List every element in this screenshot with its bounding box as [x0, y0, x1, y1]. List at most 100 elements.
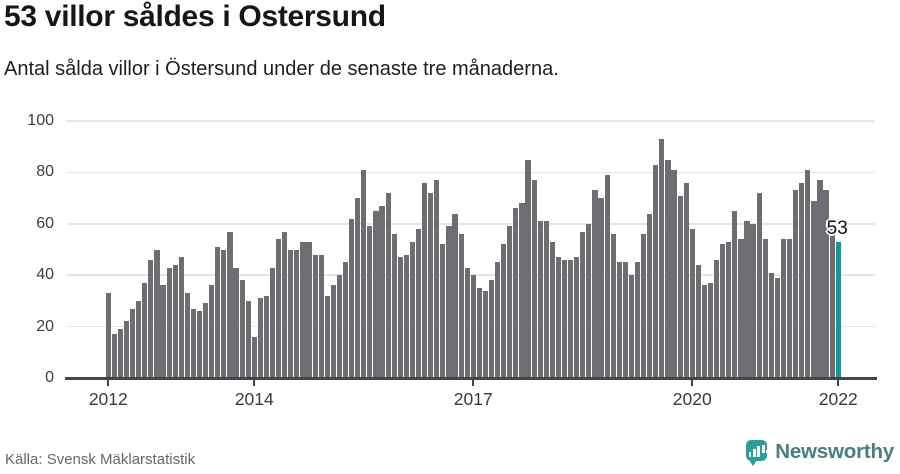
bar — [750, 223, 756, 378]
bar — [470, 275, 476, 378]
bar — [561, 259, 568, 378]
bar — [634, 262, 641, 378]
bar — [458, 234, 464, 378]
bar — [385, 192, 391, 378]
bar — [689, 228, 695, 378]
bar — [318, 254, 324, 378]
bar — [136, 300, 142, 378]
gridline-60 — [67, 223, 875, 225]
bar — [799, 182, 805, 378]
x-axis-line — [65, 376, 877, 380]
bar — [701, 285, 708, 378]
bar — [422, 182, 428, 378]
x-tick-2014 — [253, 379, 256, 386]
bar — [355, 198, 361, 378]
bar — [549, 241, 555, 378]
bar — [105, 293, 111, 378]
bar — [464, 267, 470, 378]
bar — [501, 244, 507, 378]
newsworthy-wordmark: Newsworthy — [775, 440, 894, 463]
bar — [738, 239, 744, 378]
bar — [507, 226, 513, 378]
bar — [312, 254, 318, 378]
bar — [154, 249, 160, 378]
bar — [683, 182, 689, 378]
bar — [397, 257, 403, 378]
bar — [622, 262, 628, 378]
x-tick-2020 — [691, 379, 694, 386]
x-tick-label-2014: 2014 — [234, 389, 274, 409]
bar — [488, 280, 495, 378]
bar — [586, 223, 592, 378]
bar — [452, 213, 458, 378]
bar — [142, 282, 148, 378]
bar — [653, 164, 659, 378]
bar — [184, 293, 190, 378]
x-tick-2017 — [472, 379, 475, 386]
bar — [342, 262, 349, 378]
bar — [774, 277, 781, 378]
bar — [568, 259, 574, 378]
newsworthy-logo[interactable]: Newsworthy — [746, 438, 894, 466]
bar — [482, 290, 489, 378]
bar — [172, 264, 178, 378]
bar — [665, 159, 671, 378]
bar — [817, 180, 823, 378]
bar — [130, 308, 136, 378]
bar — [294, 249, 300, 378]
bar — [257, 298, 263, 378]
bar — [732, 210, 738, 378]
bar — [269, 267, 276, 378]
bar — [531, 180, 537, 378]
bar — [282, 231, 288, 378]
y-tick-label-40: 40 — [36, 266, 54, 284]
bar — [263, 295, 270, 378]
bar — [823, 190, 829, 378]
y-tick-label-20: 20 — [36, 317, 54, 335]
bar — [519, 203, 525, 378]
bar — [580, 231, 586, 378]
bar — [251, 336, 257, 378]
bar — [196, 311, 203, 378]
bar — [805, 169, 811, 378]
gridline-100 — [67, 120, 875, 122]
x-tick-label-2020: 2020 — [672, 389, 712, 409]
bar — [495, 262, 501, 378]
highlight-value-label: 53 — [826, 217, 848, 239]
bar — [373, 210, 379, 378]
highlighted-bar — [835, 241, 841, 378]
bar — [166, 267, 172, 378]
bar — [300, 241, 306, 378]
bar — [123, 321, 130, 378]
bar — [415, 228, 422, 378]
bar — [111, 334, 117, 378]
bar — [446, 226, 452, 378]
bar-chart-icon — [748, 451, 752, 457]
bar — [616, 262, 622, 378]
bar — [330, 285, 336, 378]
bar — [574, 257, 580, 378]
bar — [768, 272, 774, 378]
bar — [361, 169, 367, 378]
bar — [726, 241, 732, 378]
bar — [647, 213, 653, 378]
bar — [671, 169, 677, 378]
gridline-80 — [67, 171, 875, 174]
bar — [391, 234, 397, 378]
bar — [227, 231, 233, 378]
bar — [117, 329, 124, 378]
source-caption: Källa: Svensk Mäklarstatistik — [5, 451, 196, 468]
bar — [744, 221, 750, 378]
y-tick-label-60: 60 — [36, 214, 54, 232]
bar — [160, 285, 166, 378]
bar — [641, 234, 647, 378]
exclamation-icon — [762, 445, 769, 453]
bar — [324, 295, 330, 378]
x-tick-label-2022: 2022 — [818, 389, 858, 409]
bar — [525, 159, 531, 378]
bar-chart: 0 20 40 60 80 100 2012 2014 2017 2020 2022 53 — [0, 113, 900, 421]
bar — [677, 195, 683, 378]
bar — [537, 221, 543, 378]
bar — [367, 226, 373, 378]
